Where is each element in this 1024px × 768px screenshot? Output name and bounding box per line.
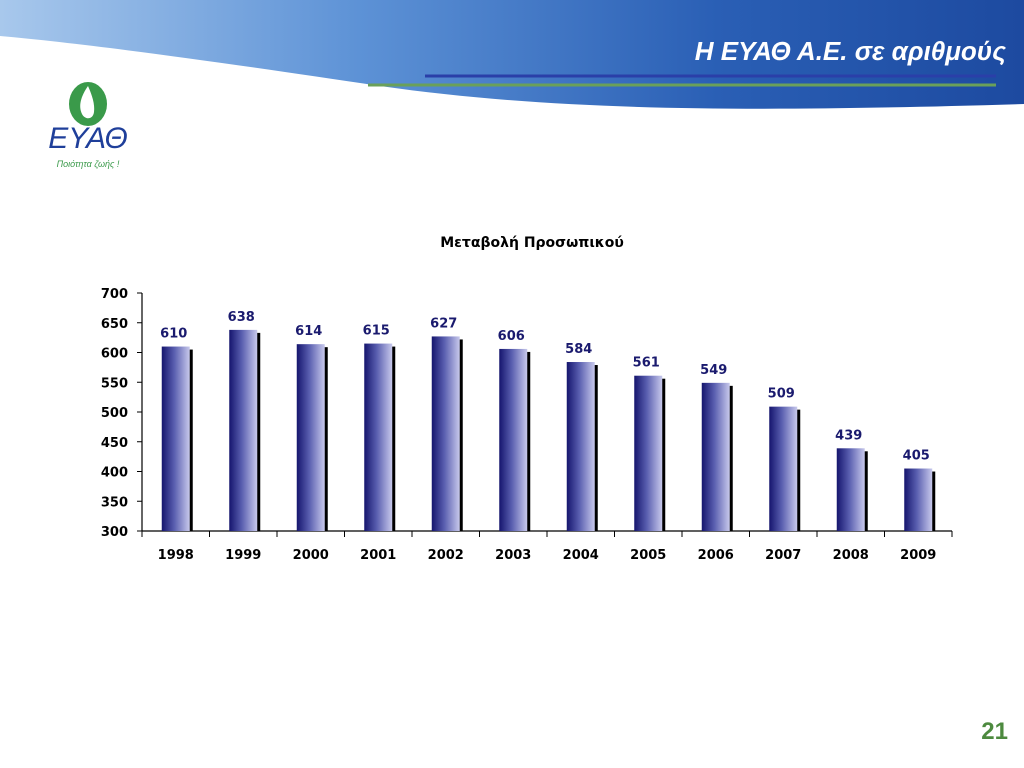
bar-1999 bbox=[229, 329, 258, 531]
bar-2008 bbox=[836, 448, 865, 531]
company-logo: ΕΥΑΘ Ποιότητα ζωής ! bbox=[48, 82, 128, 169]
data-label-2000: 614 bbox=[295, 324, 322, 339]
y-tick-label: 400 bbox=[101, 466, 128, 481]
header-banner bbox=[0, 0, 1024, 109]
logo-wordmark: ΕΥΑΘ bbox=[48, 122, 128, 155]
bar-2002 bbox=[431, 336, 460, 531]
y-tick-label: 500 bbox=[101, 406, 128, 421]
y-tick-label: 650 bbox=[101, 317, 128, 332]
x-tick-label-2005: 2005 bbox=[630, 548, 666, 563]
y-tick-label: 300 bbox=[101, 525, 128, 540]
x-tick-label-2008: 2008 bbox=[833, 548, 869, 563]
data-label-2004: 584 bbox=[565, 342, 592, 357]
data-label-1999: 638 bbox=[228, 310, 255, 325]
data-label-2009: 405 bbox=[903, 449, 930, 464]
x-tick-label-2002: 2002 bbox=[428, 548, 464, 563]
y-tick-label: 450 bbox=[101, 436, 128, 451]
data-label-2001: 615 bbox=[363, 324, 390, 339]
slide-title: Η ΕΥΑΘ Α.Ε. σε αριθμούς bbox=[694, 36, 1006, 66]
bar-1998 bbox=[161, 346, 190, 531]
x-tick-label-2009: 2009 bbox=[900, 548, 936, 563]
data-label-1998: 610 bbox=[160, 327, 187, 342]
bar-2006 bbox=[701, 382, 730, 531]
logo-tagline: Ποιότητα ζωής ! bbox=[57, 159, 120, 169]
bar-2004 bbox=[566, 362, 595, 531]
data-label-2005: 561 bbox=[633, 356, 660, 371]
data-label-2007: 509 bbox=[768, 387, 795, 402]
x-tick-label-2003: 2003 bbox=[495, 548, 531, 563]
chart-axes: 300 350 400 450 500 550 600 650 700 1998 1999 2000 2… bbox=[101, 287, 953, 563]
bar-2001 bbox=[364, 343, 393, 531]
data-label-2006: 549 bbox=[700, 363, 727, 378]
y-tick-label: 550 bbox=[101, 376, 128, 391]
x-tick-label-2001: 2001 bbox=[360, 548, 396, 563]
y-tick-label: 700 bbox=[101, 287, 128, 302]
chart-title: Μεταβολή Προσωπικού bbox=[440, 235, 624, 251]
data-label-2003: 606 bbox=[498, 329, 525, 344]
page-number: 21 bbox=[981, 718, 1008, 745]
bar-2007 bbox=[769, 406, 798, 531]
x-tick-label-1998: 1998 bbox=[158, 548, 194, 563]
bar-2003 bbox=[499, 348, 528, 531]
x-tick-label-2007: 2007 bbox=[765, 548, 801, 563]
bar-2000 bbox=[296, 344, 325, 531]
data-label-2002: 627 bbox=[430, 316, 457, 331]
x-tick-label-2000: 2000 bbox=[293, 548, 329, 563]
bar-2009 bbox=[904, 468, 933, 531]
bar-2005 bbox=[634, 375, 663, 531]
y-tick-label: 600 bbox=[101, 347, 128, 362]
x-tick-label-2004: 2004 bbox=[563, 548, 599, 563]
chart-bars: 610 638 614 615 627 606 584 561 549 509 439 405 bbox=[160, 310, 936, 531]
x-tick-label-2006: 2006 bbox=[698, 548, 734, 563]
y-tick-label: 350 bbox=[101, 495, 128, 510]
x-tick-label-1999: 1999 bbox=[225, 548, 261, 563]
water-drop-icon bbox=[69, 82, 107, 126]
data-label-2008: 439 bbox=[835, 428, 862, 443]
